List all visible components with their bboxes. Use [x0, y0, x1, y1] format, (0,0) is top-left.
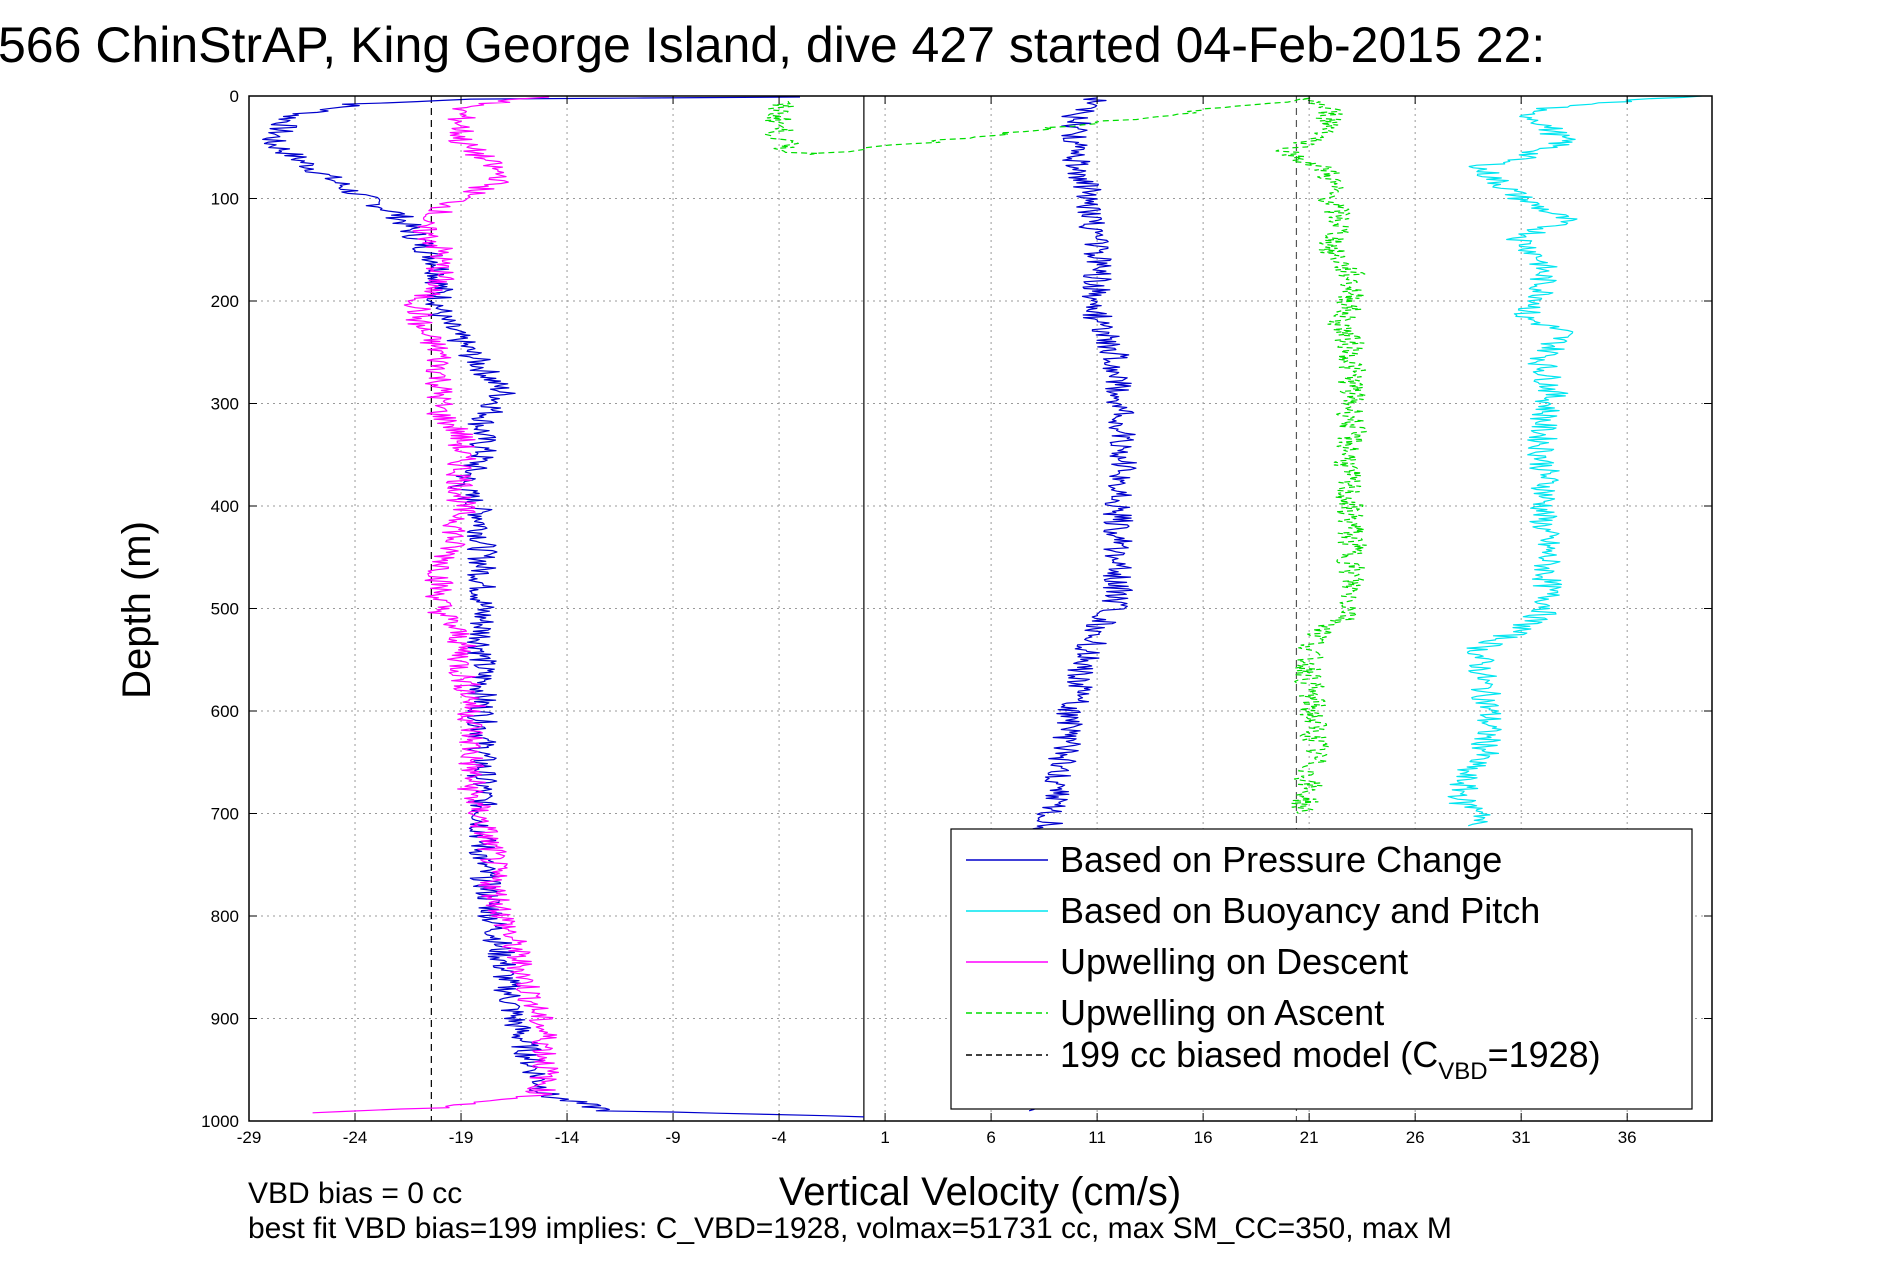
- x-tick-label-5: -4: [772, 1128, 787, 1147]
- x-tick-label-13: 36: [1618, 1128, 1637, 1147]
- x-tick-label-12: 31: [1512, 1128, 1531, 1147]
- y-tick-label-2: 200: [211, 292, 239, 311]
- legend: Based on Pressure Change Based on Buoyanc…: [950, 828, 1693, 1110]
- x-tick-label-2: -19: [449, 1128, 474, 1147]
- y-tick-label-7: 700: [211, 805, 239, 824]
- y-tick-label-9: 900: [211, 1010, 239, 1029]
- y-tick-label-8: 800: [211, 907, 239, 926]
- x-tick-label-11: 26: [1406, 1128, 1425, 1147]
- x-tick-label-9: 16: [1194, 1128, 1213, 1147]
- y-tick-label-10: 1000: [201, 1112, 239, 1131]
- footer-line-2: best fit VBD bias=199 implies: C_VBD=192…: [248, 1212, 1452, 1245]
- series-based-on-buoyancy-and-pitch-line-0: [1447, 96, 1702, 827]
- y-tick-label-5: 500: [211, 600, 239, 619]
- footer-line-1: VBD bias = 0 cc: [248, 1177, 462, 1210]
- plot-area: [262, 96, 1702, 1118]
- legend-label-2: Upwelling on Descent: [1060, 941, 1408, 982]
- y-tick-label-1: 100: [211, 190, 239, 209]
- series-upwelling-on-ascent-line-0: [764, 97, 1367, 814]
- x-tick-label-6: 1: [880, 1128, 889, 1147]
- y-tick-label-0: 0: [230, 87, 239, 106]
- x-tick-label-3: -14: [555, 1128, 580, 1147]
- legend-label-subscript: VBD: [1438, 1058, 1487, 1085]
- y-axis-label: Depth (m): [115, 521, 159, 699]
- x-tick-label-10: 21: [1300, 1128, 1319, 1147]
- x-tick-label-1: -24: [343, 1128, 368, 1147]
- series-upwelling-on-descent-line-0: [312, 96, 559, 1114]
- series-based-on-pressure-change-line-0: [262, 96, 864, 1118]
- legend-label-0: Based on Pressure Change: [1060, 839, 1502, 880]
- y-tick-label-3: 300: [211, 395, 239, 414]
- legend-label-1: Based on Buoyancy and Pitch: [1060, 890, 1540, 931]
- x-axis: -29 -24 -19 -14 -9 -4 1 6 11 16 21 26 31 36: [237, 96, 1637, 1147]
- legend-label-suffix: =1928): [1488, 1034, 1601, 1075]
- legend-label-3: Upwelling on Ascent: [1060, 992, 1384, 1033]
- y-tick-label-6: 600: [211, 702, 239, 721]
- x-tick-label-7: 6: [986, 1128, 995, 1147]
- x-tick-label-8: 11: [1088, 1128, 1106, 1147]
- y-axis: 0 100 200 300 400 500 600 700 800 900 1000: [201, 87, 1712, 1131]
- x-axis-label: Vertical Velocity (cm/s): [779, 1170, 1181, 1214]
- y-tick-label-4: 400: [211, 497, 239, 516]
- x-tick-label-4: -9: [665, 1128, 680, 1147]
- chart-title: 566 ChinStrAP, King George Island, dive …: [0, 17, 1545, 73]
- x-tick-label-0: -29: [237, 1128, 262, 1147]
- legend-box: [950, 828, 1693, 1110]
